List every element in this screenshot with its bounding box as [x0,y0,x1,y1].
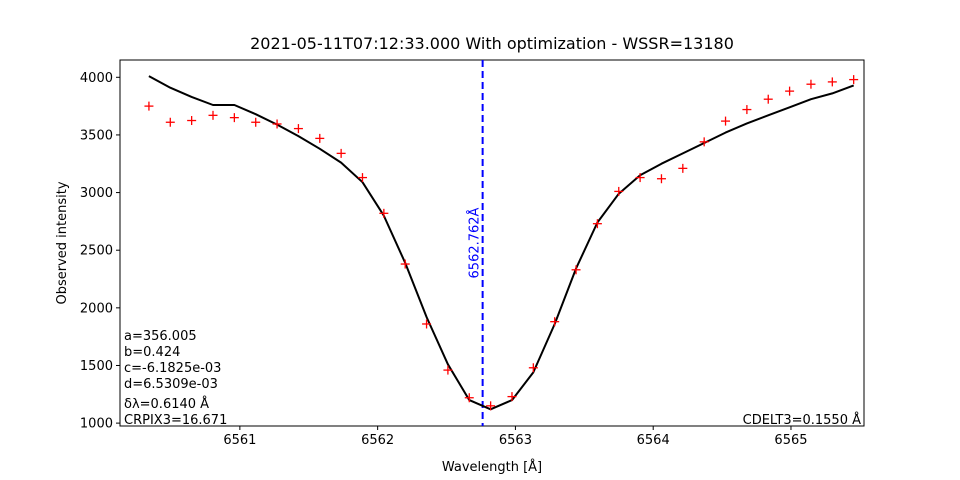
observed-point [422,319,432,329]
y-tick-label: 1500 [80,359,113,374]
observed-point [827,77,837,87]
observed-point [785,86,795,96]
param-a: a=356.005 [124,329,197,344]
observed-point [656,174,666,184]
center-wavelength-label: 6562.762Å [467,207,483,278]
y-tick-label: 4000 [80,71,113,86]
fit-parameters-annotation: a=356.005 b=0.424 c=-6.1825e-03 d=6.5309… [124,329,227,428]
fit-line-layer [148,75,855,411]
observed-point [315,133,325,143]
observed-point [571,265,581,275]
param-d: d=6.5309e-03 [124,377,218,392]
plot-area: 6562.762Å [119,59,865,427]
observed-point [678,163,688,173]
y-axis-ticks: 1000 1500 2000 2500 3000 3500 4000 [80,71,120,432]
observed-point [379,208,389,218]
observed-point [550,317,560,327]
observed-point [592,219,602,229]
x-tick-label: 6562 [361,433,394,448]
x-axis-ticks: 6561 6562 6563 6564 6565 [223,426,808,448]
observed-point [400,259,410,269]
fit-line [148,75,855,411]
param-b: b=0.424 [124,345,180,360]
observed-point [635,173,645,183]
chart-title: 2021-05-11T07:12:33.000 With optimizatio… [250,34,734,53]
observed-point [699,137,709,147]
x-tick-label: 6561 [223,433,256,448]
observed-point [464,393,474,403]
observed-point [272,119,282,129]
y-tick-label: 2500 [80,244,113,259]
param-crpix3: CRPIX3=16.671 [124,413,227,428]
observed-point [144,101,154,111]
observed-point [229,113,239,123]
param-delta-lambda: δλ=0.6140 Å [124,396,209,412]
x-tick-label: 6563 [499,433,532,448]
observed-point [165,117,175,127]
observed-point [443,365,453,375]
x-axis-label: Wavelength [Å] [442,459,542,475]
observed-point [486,401,496,411]
observed-point [187,116,197,126]
observed-point [614,186,624,196]
cdelt3-annotation: CDELT3=0.1550 Å [743,412,861,428]
observed-point [849,75,859,85]
y-tick-label: 1000 [80,417,113,432]
observed-point [208,110,218,120]
observed-point [336,148,346,158]
y-tick-label: 2000 [80,301,113,316]
observed-point [721,116,731,126]
x-tick-label: 6564 [637,433,670,448]
y-tick-label: 3500 [80,128,113,143]
y-tick-label: 3000 [80,186,113,201]
observed-point [293,124,303,134]
y-axis-label: Observed intensity [55,181,70,304]
reference-line-layer: 6562.762Å [467,60,484,426]
observed-point [357,173,367,183]
observed-point [528,363,538,373]
param-c: c=-6.1825e-03 [124,361,221,376]
observed-point [763,94,773,104]
axes-frame [119,59,865,427]
observed-point [742,105,752,115]
observed-point [507,392,517,402]
observed-markers-layer [144,75,859,411]
observed-point [251,117,261,127]
observed-point [806,79,816,89]
x-tick-label: 6565 [774,433,807,448]
